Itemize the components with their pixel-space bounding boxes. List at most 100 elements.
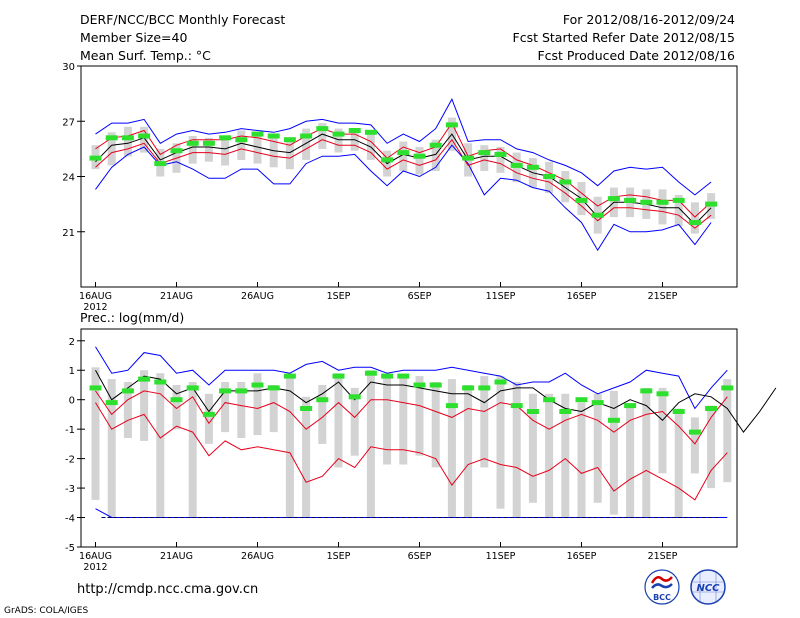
box	[318, 123, 327, 149]
median-marker	[607, 417, 620, 423]
median-marker	[559, 179, 572, 185]
median-marker	[462, 155, 475, 161]
median-marker	[121, 135, 134, 141]
median-marker	[202, 411, 215, 417]
box	[204, 137, 213, 162]
box	[237, 382, 246, 438]
median-marker	[705, 201, 718, 207]
median-marker	[154, 379, 167, 385]
box	[172, 385, 181, 430]
box	[383, 376, 392, 465]
temperature-panel: 21 24 27 30 16AUG 21AUG 26AUG 1SEP 6SEP 11SEP 16SE…	[62, 62, 738, 313]
median-marker	[300, 133, 313, 139]
box	[123, 382, 132, 438]
median-marker	[219, 388, 232, 394]
box	[204, 393, 213, 444]
median-marker	[445, 122, 458, 128]
x-tick-label: 16SEP	[567, 291, 597, 302]
box	[415, 376, 424, 456]
median-marker	[672, 197, 685, 203]
box	[496, 376, 505, 509]
box	[480, 145, 489, 171]
box	[431, 382, 440, 468]
median-marker	[283, 137, 296, 143]
box	[140, 126, 149, 153]
box	[334, 373, 343, 468]
median-marker	[89, 155, 102, 161]
x-tick-label: 1SEP	[327, 551, 351, 562]
box	[609, 390, 618, 515]
median-marker	[283, 373, 296, 379]
forecast-produced-date: Fcst Produced Date 2012/08/16	[537, 48, 735, 63]
median-marker	[235, 137, 248, 143]
box	[561, 393, 570, 518]
y-tick-label: 24	[62, 173, 75, 184]
y-tick-label: 1	[69, 366, 75, 377]
median-marker	[186, 385, 199, 391]
y-tick-label: -4	[65, 514, 75, 525]
y-tick-label: -5	[65, 543, 75, 554]
median-marker	[478, 385, 491, 391]
median-marker	[267, 133, 280, 139]
box	[577, 402, 586, 518]
box	[140, 370, 149, 441]
median-marker	[429, 382, 442, 388]
median-marker	[316, 126, 329, 132]
median-marker	[510, 403, 523, 409]
x-tick-year: 2012	[83, 562, 107, 573]
bcc-logo-text: BCC	[653, 593, 671, 602]
y-tick-label: 0	[69, 396, 75, 407]
box	[253, 373, 262, 436]
box	[221, 382, 230, 433]
y-tick-label: 21	[62, 228, 75, 239]
x-tick-label: 11SEP	[486, 291, 516, 302]
box	[107, 132, 116, 166]
x-tick-label: 21AUG	[160, 291, 193, 302]
member-size-label: Member Size=40	[80, 30, 188, 45]
median-marker	[154, 161, 167, 167]
median-marker	[672, 409, 685, 414]
lower-percentile-line	[95, 138, 712, 229]
median-marker	[624, 403, 637, 409]
median-marker	[462, 385, 475, 391]
box	[690, 202, 699, 234]
median-marker	[640, 199, 653, 205]
x-tick-label: 26AUG	[241, 291, 274, 302]
median-marker	[170, 397, 183, 403]
x-tick-label: 21SEP	[648, 291, 678, 302]
box	[512, 382, 521, 518]
max-envelope-line	[95, 144, 712, 252]
box	[269, 136, 278, 168]
source-url: http://cmdp.ncc.cma.gov.cn	[77, 582, 259, 597]
median-marker	[364, 129, 377, 135]
median-marker	[688, 220, 701, 225]
median-marker	[105, 400, 118, 406]
box	[480, 376, 489, 468]
x-tick-label: 26AUG	[241, 551, 274, 562]
ncc-logo-text: NCC	[696, 583, 720, 594]
box	[690, 417, 699, 474]
box	[350, 387, 359, 456]
y-tick-label: -1	[65, 425, 75, 436]
x-tick-year: 2012	[83, 302, 107, 313]
precipitation-panel: -5 -4 -3 -2 -1 0 1 2 16AUG 21AUG 26AUG 1SEP 6SEP 11SE…	[65, 310, 777, 573]
median-marker	[413, 382, 426, 388]
box	[626, 405, 635, 518]
median-marker	[688, 429, 701, 435]
median-marker	[251, 382, 264, 388]
median-marker	[413, 153, 426, 159]
ncc-logo: NCC	[690, 569, 726, 605]
median-marker	[381, 373, 394, 379]
x-tick-label: 16SEP	[567, 551, 597, 562]
median-marker	[656, 199, 669, 205]
y-tick-label: 27	[62, 117, 75, 128]
median-marker	[364, 370, 377, 376]
box	[658, 189, 667, 225]
box	[302, 128, 311, 160]
median-marker	[591, 400, 604, 406]
box	[723, 379, 732, 483]
plot-frame	[80, 328, 738, 548]
box	[269, 385, 278, 433]
median-marker	[575, 397, 588, 403]
